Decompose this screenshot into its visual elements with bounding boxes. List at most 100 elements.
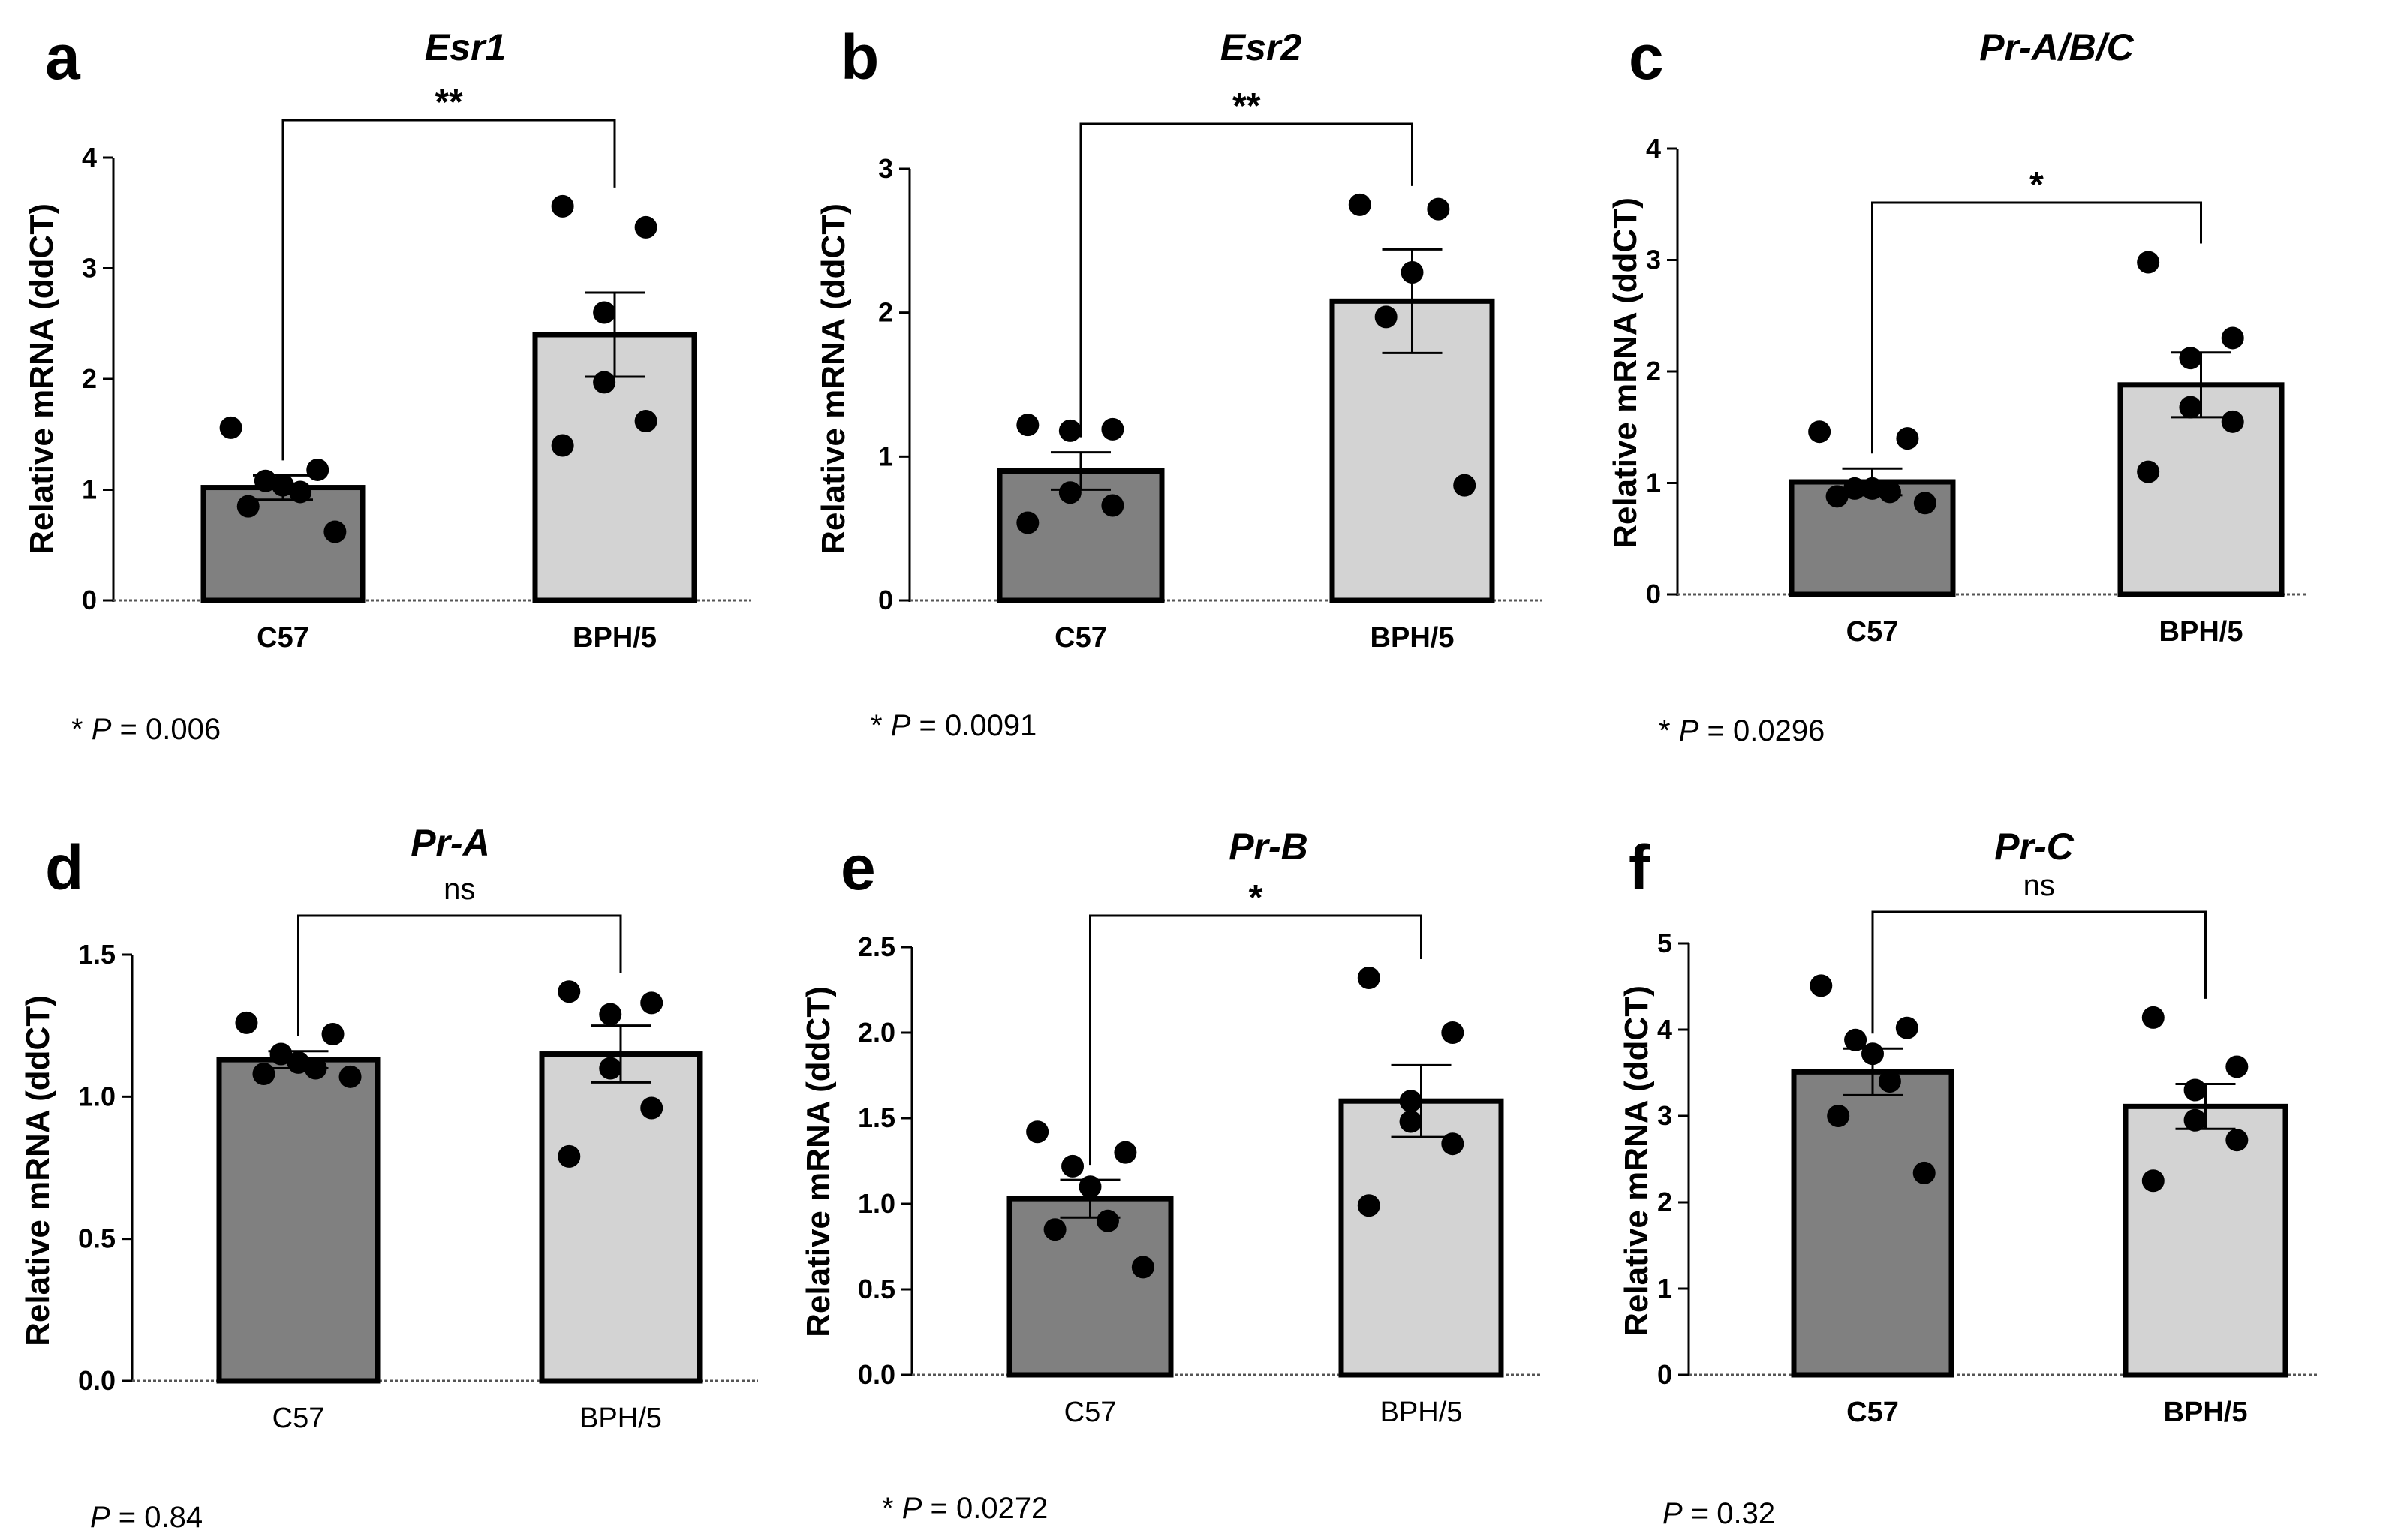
y-tick-label: 2.5 (858, 931, 895, 962)
y-tick-label: 1 (1657, 1273, 1672, 1304)
data-point (2179, 347, 2202, 370)
y-tick-label: 1 (1646, 468, 1661, 498)
y-tick-label: 0 (1657, 1359, 1672, 1390)
p-value-symbol: P (1662, 1497, 1683, 1530)
p-value-symbol: P (891, 709, 911, 742)
y-tick-label: 3 (1646, 245, 1661, 275)
y-tick-label: 2 (82, 363, 97, 394)
significance-label: ** (435, 83, 463, 122)
data-point (1061, 1154, 1085, 1178)
chart-title: Pr-B (1229, 826, 1308, 868)
category-label: C57 (1055, 622, 1107, 654)
bar-c57 (1006, 1196, 1174, 1378)
category-label: BPH/5 (1371, 622, 1455, 654)
panel-letter: a (45, 22, 81, 92)
data-point (1114, 1141, 1137, 1164)
data-point (254, 469, 277, 492)
data-point (599, 1003, 622, 1026)
category-label: C57 (1846, 1397, 1899, 1428)
p-value-note: P = 0.84 (90, 1501, 203, 1534)
y-tick-label: 0 (1646, 579, 1661, 609)
data-point (2183, 1078, 2207, 1102)
p-value-prefix: * (1659, 714, 1679, 747)
data-point (2225, 1129, 2249, 1152)
data-point (1912, 1161, 1936, 1184)
panel-letter: d (45, 832, 83, 903)
data-point (1861, 477, 1884, 500)
y-tick-label: 4 (1646, 133, 1661, 164)
data-point (2221, 326, 2244, 350)
chart-panel-c: c Pr-A/B/C Relative mRNA (ddCT)0 1 2 3 4 C57 BPH… (1607, 22, 2308, 747)
y-tick-label: 2 (878, 297, 893, 328)
y-tick-label: 2.0 (858, 1017, 895, 1048)
data-point (634, 215, 657, 239)
category-label: BPH/5 (2159, 616, 2243, 648)
data-point (1374, 305, 1398, 329)
data-point (338, 1065, 362, 1088)
category-label: BPH/5 (2164, 1397, 2248, 1428)
p-value-note: * P = 0.0296 (1659, 714, 1825, 747)
data-point (306, 458, 329, 481)
data-point (1861, 1042, 1884, 1066)
data-point (304, 1057, 327, 1080)
data-point (236, 495, 260, 518)
data-point (269, 1042, 293, 1066)
chart-title: Esr2 (1220, 26, 1302, 68)
data-point (640, 991, 663, 1015)
y-axis-label: Relative mRNA (ddCT) (23, 203, 60, 555)
data-point (252, 1063, 275, 1086)
category-label: C57 (272, 1403, 325, 1434)
bar-bph5 (532, 332, 697, 603)
p-value-text: = 0.84 (110, 1501, 203, 1534)
y-tick-label: 1.0 (858, 1188, 895, 1219)
y-tick-label: 3 (82, 253, 97, 284)
p-value-symbol: P (92, 713, 112, 746)
data-point (1058, 419, 1082, 442)
y-axis-label: Relative mRNA (ddCT) (815, 203, 852, 555)
data-point (272, 474, 294, 497)
p-value-text: = 0.32 (1683, 1497, 1775, 1530)
data-point (289, 480, 312, 504)
significance-bracket (1079, 122, 1413, 438)
data-point (1043, 1218, 1067, 1241)
p-value-note: * P = 0.006 (71, 713, 221, 746)
significance-bracket (297, 914, 622, 1036)
y-axis-label: Relative mRNA (ddCT) (1607, 197, 1644, 549)
data-point (593, 371, 616, 394)
p-value-note: * P = 0.0272 (882, 1492, 1048, 1525)
data-point (558, 980, 581, 1003)
y-tick-label: 4 (82, 142, 97, 173)
data-point (1401, 261, 1424, 284)
y-tick-label: 0 (82, 585, 97, 615)
bar-bph5 (539, 1051, 703, 1384)
data-point (2137, 460, 2160, 483)
data-point (2141, 1169, 2165, 1193)
category-label: BPH/5 (573, 622, 657, 654)
significance-label: ** (1232, 86, 1261, 126)
data-point (558, 1144, 581, 1168)
data-point (1101, 417, 1124, 441)
data-point (1348, 193, 1371, 216)
data-point (1399, 1090, 1422, 1113)
chart-title: Pr-A (411, 822, 490, 864)
p-value-symbol: P (1679, 714, 1699, 747)
data-point (1399, 1110, 1422, 1133)
data-point (1441, 1132, 1464, 1156)
chart-panel-e: e Pr-B Relative mRNA (ddCT) 0.0 0.5 1.0 1.5 2.0… (800, 826, 1542, 1525)
data-point (2137, 251, 2160, 274)
y-tick-label: 1 (878, 441, 893, 471)
chart-title: Pr-A/B/C (1979, 26, 2134, 68)
data-point (1843, 477, 1867, 500)
significance-label: * (2029, 165, 2044, 205)
significance-label: * (1249, 878, 1263, 918)
data-point (1808, 420, 1831, 444)
data-point (551, 434, 574, 457)
y-tick-label: 0.0 (858, 1359, 895, 1390)
chart-panel-d: d Pr-A Relative mRNA (ddCT) 0.0 0.5 1.0 1.5 C57… (20, 822, 758, 1534)
p-value-text: = 0.0272 (922, 1492, 1048, 1525)
data-point (1827, 1105, 1850, 1127)
p-value-text: = 0.0296 (1698, 714, 1825, 747)
chart-title: Pr-C (1994, 826, 2074, 868)
